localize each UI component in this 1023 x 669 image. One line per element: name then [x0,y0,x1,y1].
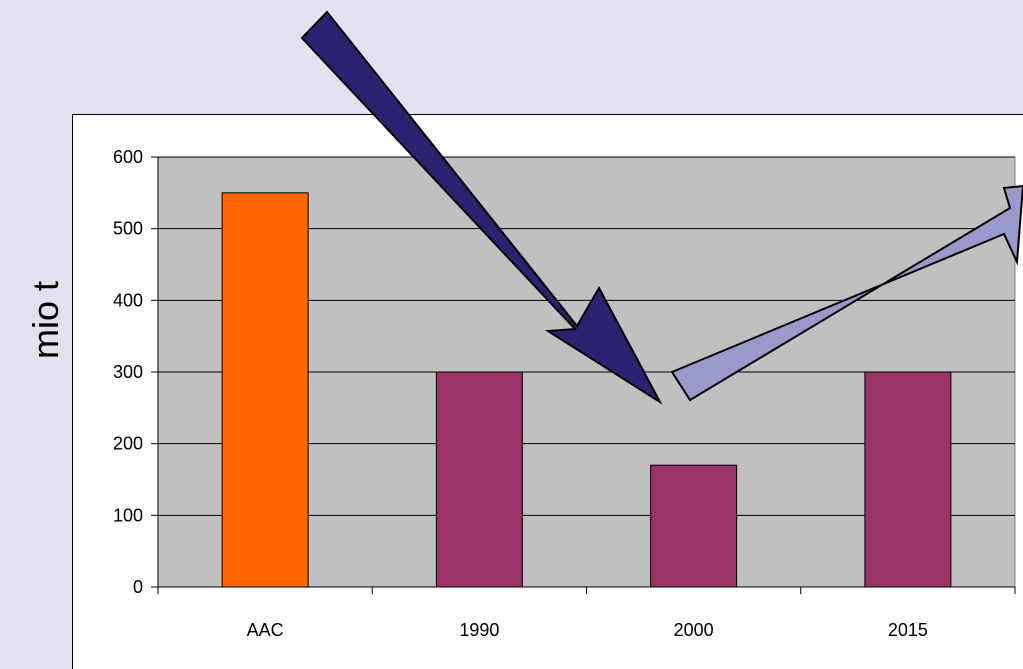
bar-2000 [651,465,737,587]
x-tick-label: 2000 [674,620,714,640]
y-tick-label: 0 [133,577,143,597]
x-tick-label: 2015 [888,620,928,640]
y-tick-label: 300 [113,362,143,382]
y-tick-label: 200 [113,434,143,454]
y-tick-label: 600 [113,147,143,167]
y-tick-label: 400 [113,290,143,310]
x-tick-label: AAC [247,620,284,640]
bar-2015 [865,372,951,587]
bar-1990 [436,372,522,587]
bar-aac [222,193,308,587]
y-tick-label: 500 [113,219,143,239]
x-tick-label: 1990 [459,620,499,640]
y-tick-label: 100 [113,505,143,525]
